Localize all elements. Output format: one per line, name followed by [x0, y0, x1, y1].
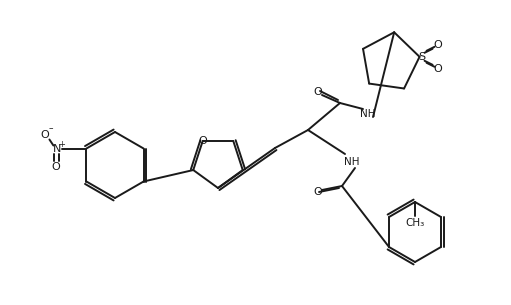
Text: NH: NH	[344, 157, 360, 167]
Text: O: O	[198, 136, 207, 146]
Text: S: S	[418, 52, 425, 62]
Text: NH: NH	[360, 109, 376, 119]
Text: O: O	[314, 187, 322, 197]
Text: O: O	[314, 87, 322, 97]
Text: CH₃: CH₃	[405, 218, 425, 228]
Text: O: O	[433, 64, 442, 74]
Text: O: O	[51, 163, 60, 173]
Text: N: N	[53, 143, 61, 153]
Text: +: +	[58, 140, 65, 149]
Text: –: –	[48, 124, 53, 133]
Text: O: O	[40, 130, 49, 139]
Text: O: O	[433, 40, 442, 50]
